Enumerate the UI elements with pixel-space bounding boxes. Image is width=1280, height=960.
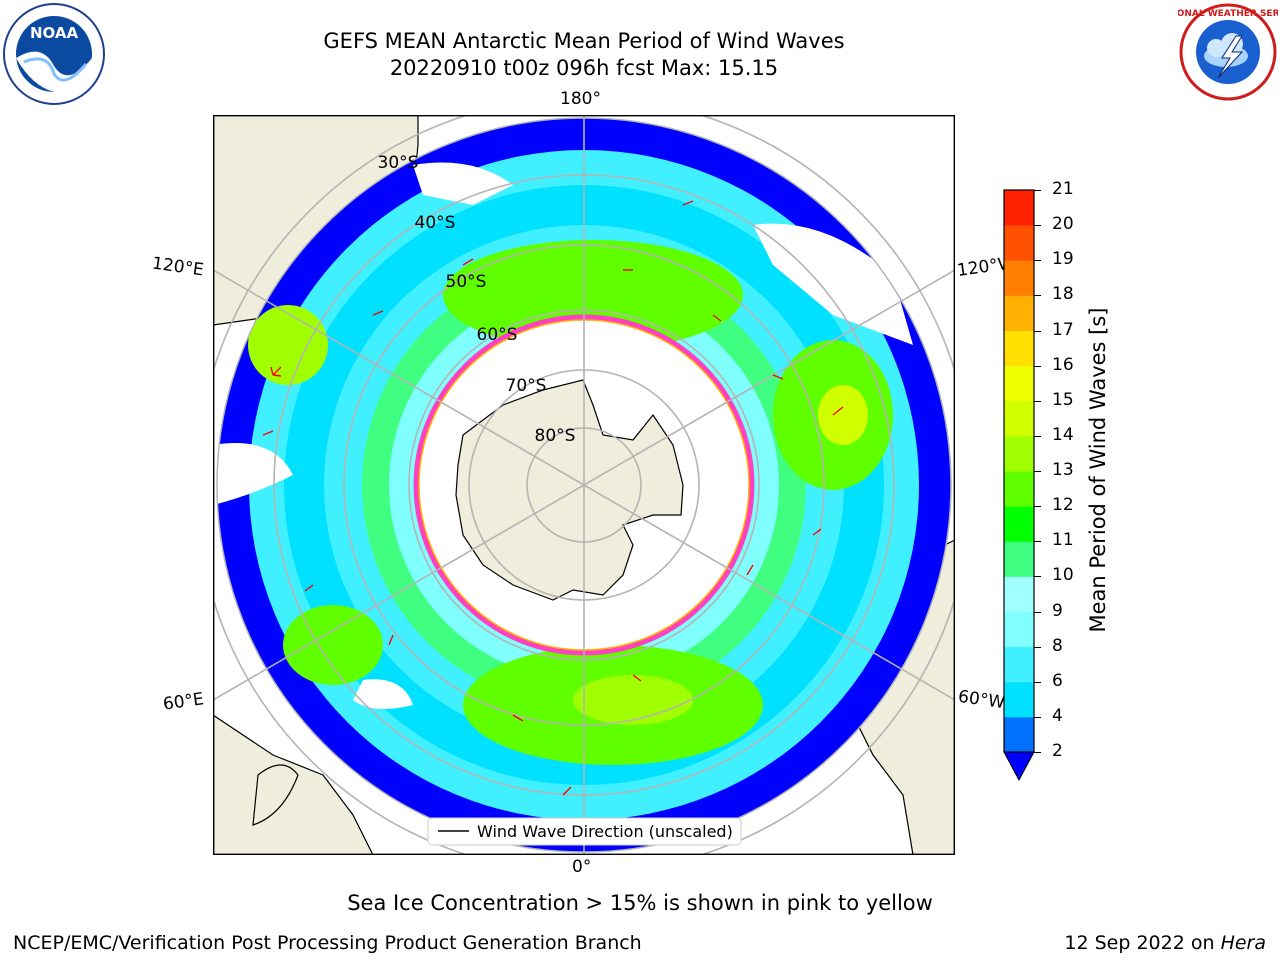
colorbar-tick-mark (1034, 225, 1041, 227)
colorbar-band (1004, 646, 1034, 683)
colorbar-band (1004, 190, 1034, 226)
lon-label-60w: 60°W (956, 686, 1007, 714)
colorbar-tick-label: 15 (1052, 389, 1074, 410)
colorbar-tick-mark (1034, 752, 1041, 753)
wave-arrow (270, 366, 282, 377)
noaa-logo-text: NOAA (30, 24, 79, 42)
colorbar-band (1004, 260, 1034, 296)
colorbar-band (1004, 295, 1034, 331)
map-subtitle: 20220910 t00z 096h fcst Max: 15.15 (389, 56, 779, 80)
colorbar-tick-label: 21 (1052, 179, 1074, 199)
colorbar-tick-label: 11 (1052, 530, 1074, 551)
colorbar-tick-label: 8 (1052, 635, 1063, 656)
lat-label-50s: 50°S (446, 272, 487, 292)
lon-label-60e: 60°E (161, 689, 206, 715)
lat-label-80s: 80°S (535, 426, 576, 446)
nws-logo-text: NATIONAL WEATHER SERVICE (1178, 9, 1278, 19)
footer-credit: NCEP/EMC/Verification Post Processing Pr… (13, 932, 642, 954)
colorbar-tick-label: 2 (1052, 741, 1063, 761)
colorbar-band (1004, 330, 1034, 367)
wave-arrow (772, 374, 784, 380)
wave-arrow (832, 406, 844, 416)
colorbar-tick-mark (1034, 260, 1041, 262)
lat-label-70s: 70°S (506, 376, 547, 396)
wave-arrow (512, 714, 524, 722)
map-legend-label: Wind Wave Direction (unscaled) (477, 822, 733, 841)
map-legend: Wind Wave Direction (unscaled) (427, 817, 742, 846)
colorbar-tick-mark (1034, 330, 1041, 332)
colorbar-band (1004, 225, 1034, 261)
colorbar-tick-mark (1034, 541, 1041, 543)
colorbar-tick-label: 6 (1052, 670, 1063, 691)
colorbar-tick-label: 16 (1052, 354, 1074, 375)
colorbar-band (1004, 365, 1034, 402)
map-title: GEFS MEAN Antarctic Mean Period of Wind … (323, 29, 845, 53)
colorbar-tick-label: 4 (1052, 705, 1063, 726)
colorbar-tick-label: 10 (1052, 565, 1074, 586)
wave-arrow (262, 430, 274, 436)
wave-arrow (372, 310, 384, 316)
colorbar-tick-label: 12 (1052, 495, 1074, 516)
wave-arrow (682, 200, 694, 206)
colorbar-tick-label: 14 (1052, 424, 1074, 445)
colorbar-tick-label: 19 (1052, 249, 1074, 270)
wave-arrow (462, 258, 474, 266)
wave-arrow (304, 584, 314, 592)
colorbar-band (1004, 541, 1034, 577)
wave-arrow (712, 314, 722, 322)
wave-arrow (632, 674, 642, 682)
colorbar-tick-mark (1034, 295, 1041, 297)
colorbar-under-triangle (1003, 751, 1035, 782)
colorbar-band (1004, 506, 1034, 542)
colorbar-tick-label: 17 (1052, 319, 1074, 340)
colorbar-tick-mark (1034, 400, 1041, 402)
colorbar-band (1004, 435, 1034, 472)
colorbar-band (1004, 400, 1034, 437)
lon-label-0: 0° (572, 857, 592, 877)
colorbar-band (1004, 576, 1034, 612)
colorbar-tick-mark (1034, 646, 1041, 648)
colorbar-tick-mark (1034, 365, 1041, 367)
colorbar-tick-mark (1034, 435, 1041, 437)
colorbar-band (1004, 471, 1034, 507)
colorbar-band (1004, 681, 1034, 718)
antarctic-map: 30°S 40°S 50°S 60°S 70°S 80°S (213, 115, 955, 855)
colorbar-tick-label: 18 (1052, 284, 1074, 305)
lon-label-120e: 120°E (150, 253, 205, 281)
sea-ice-caption: Sea Ice Concentration > 15% is shown in … (347, 891, 933, 915)
nws-logo: NATIONAL WEATHER SERVICE (1178, 3, 1278, 101)
colorbar-tick-mark (1034, 716, 1041, 718)
wave-arrow (562, 786, 572, 796)
colorbar-tick-mark (1034, 190, 1041, 191)
colorbar-band (1004, 716, 1034, 753)
lat-label-40s: 40°S (415, 213, 456, 233)
colorbar-tick-mark (1034, 506, 1041, 508)
footer-date-text: 12 Sep 2022 on (1064, 932, 1215, 954)
colorbar-tick-mark (1034, 681, 1041, 683)
lon-label-180: 180° (560, 89, 601, 109)
lat-label-60s: 60°S (477, 325, 518, 345)
colorbar-tick-mark (1034, 471, 1041, 472)
wave-arrow (746, 564, 754, 576)
lat-label-30s: 30°S (378, 153, 419, 173)
wave-arrow (388, 634, 394, 646)
colorbar-tick-mark (1034, 611, 1041, 613)
colorbar-tick-label: 9 (1052, 600, 1063, 621)
madagascar-land (252, 764, 299, 826)
colorbar (1003, 189, 1035, 782)
wave-arrow (812, 528, 822, 536)
colorbar-label: Mean Period of Wind Waves [s] (1086, 307, 1110, 633)
colorbar-tick-label: 13 (1052, 460, 1074, 480)
colorbar-band (1004, 611, 1034, 648)
noaa-logo: NOAA (3, 3, 105, 105)
footer-date: 12 Sep 2022 on Hera (1064, 932, 1266, 954)
colorbar-tick-label: 20 (1052, 214, 1074, 235)
colorbar-tick-mark (1034, 576, 1041, 578)
antarctica-land (455, 379, 684, 601)
footer-machine: Hera (1220, 932, 1266, 954)
